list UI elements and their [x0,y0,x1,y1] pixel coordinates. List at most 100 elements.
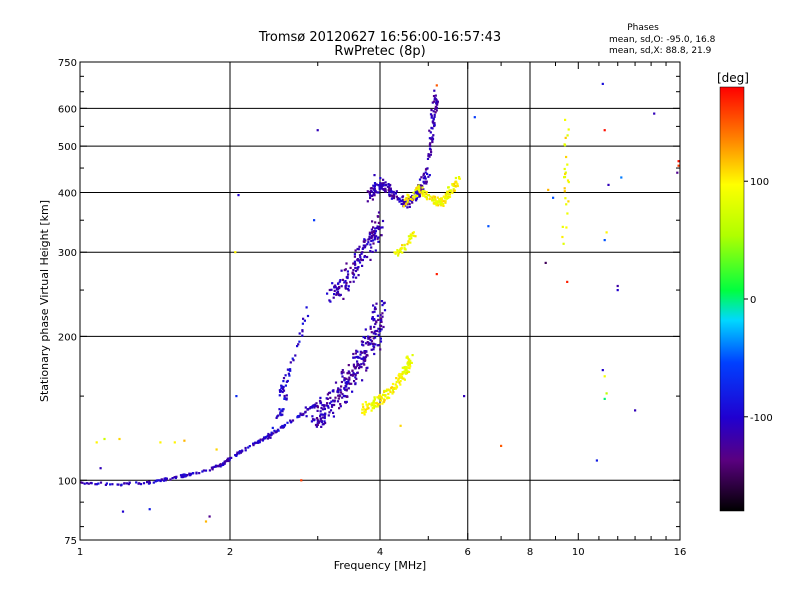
data-point [372,407,375,410]
data-point [399,383,402,386]
data-point [431,101,434,104]
data-point [396,249,399,252]
data-point [409,241,412,244]
data-point [349,280,352,284]
data-point [430,109,433,112]
data-point [373,318,376,321]
data-point [419,191,422,194]
data-point [418,193,421,196]
data-point [287,372,290,375]
data-point [353,380,356,383]
data-point [353,260,356,263]
data-point [183,474,186,477]
data-point [377,211,381,214]
data-point [362,244,365,247]
data-point [563,187,566,190]
data-point [337,282,340,285]
data-point [275,416,278,419]
data-point [173,441,176,444]
data-point [362,344,365,347]
data-point [362,362,365,365]
data-point [435,202,438,205]
data-point [370,348,373,351]
data-point [338,395,341,398]
data-point [272,432,275,435]
data-point [388,396,391,399]
data-point [428,197,431,201]
data-point [374,183,377,186]
data-point [355,276,358,279]
data-point [429,144,432,148]
data-point [431,139,434,142]
data-point [360,351,363,354]
x-tick-label: 16 [674,547,687,558]
data-point [375,329,378,333]
data-point [421,186,424,189]
data-point [357,274,360,277]
data-point [434,198,437,201]
data-point [356,247,359,251]
data-point [411,354,414,357]
data-point [431,196,434,199]
data-point [255,441,258,444]
data-point [405,366,408,369]
data-point [338,294,341,297]
data-point [319,410,322,413]
data-point [373,398,376,401]
data-point [398,381,401,384]
data-point [345,389,348,392]
data-point [605,392,608,395]
data-point [282,389,286,392]
data-point [348,376,351,379]
data-point [380,234,383,237]
data-point [564,171,567,174]
data-point [360,357,363,360]
data-point [385,389,388,393]
data-point [379,399,382,402]
data-point [327,414,330,417]
data-point [403,370,406,373]
data-point [603,397,606,400]
data-point [364,401,367,404]
data-point [431,121,435,124]
data-point [406,199,410,202]
data-point [398,197,401,201]
data-point [347,364,350,367]
data-point [401,366,404,369]
data-point [356,364,359,367]
data-point [369,325,372,328]
data-point [348,378,351,381]
data-point [99,481,103,484]
data-point [324,421,327,425]
data-point [333,400,336,403]
data-point [105,482,108,485]
data-point [653,112,656,115]
data-point [273,429,276,432]
data-point [374,307,377,311]
data-point [399,375,402,378]
data-point [415,199,418,202]
data-point [326,405,330,408]
data-point [389,188,392,191]
data-point [369,196,372,199]
data-point [370,340,374,343]
data-point [383,390,386,393]
data-point [453,182,456,185]
data-point [353,255,356,258]
data-point [677,164,680,167]
data-points [79,82,680,523]
data-point [118,437,121,441]
data-point [279,413,282,416]
data-point [358,254,362,257]
data-point [442,200,445,203]
data-point [372,192,375,195]
data-point [363,255,366,259]
data-point [363,413,366,416]
data-point [375,302,378,305]
data-point [94,483,97,486]
data-point [281,408,284,411]
data-point [417,188,420,191]
data-point [304,406,307,409]
data-point [346,372,349,375]
data-point [365,403,368,406]
